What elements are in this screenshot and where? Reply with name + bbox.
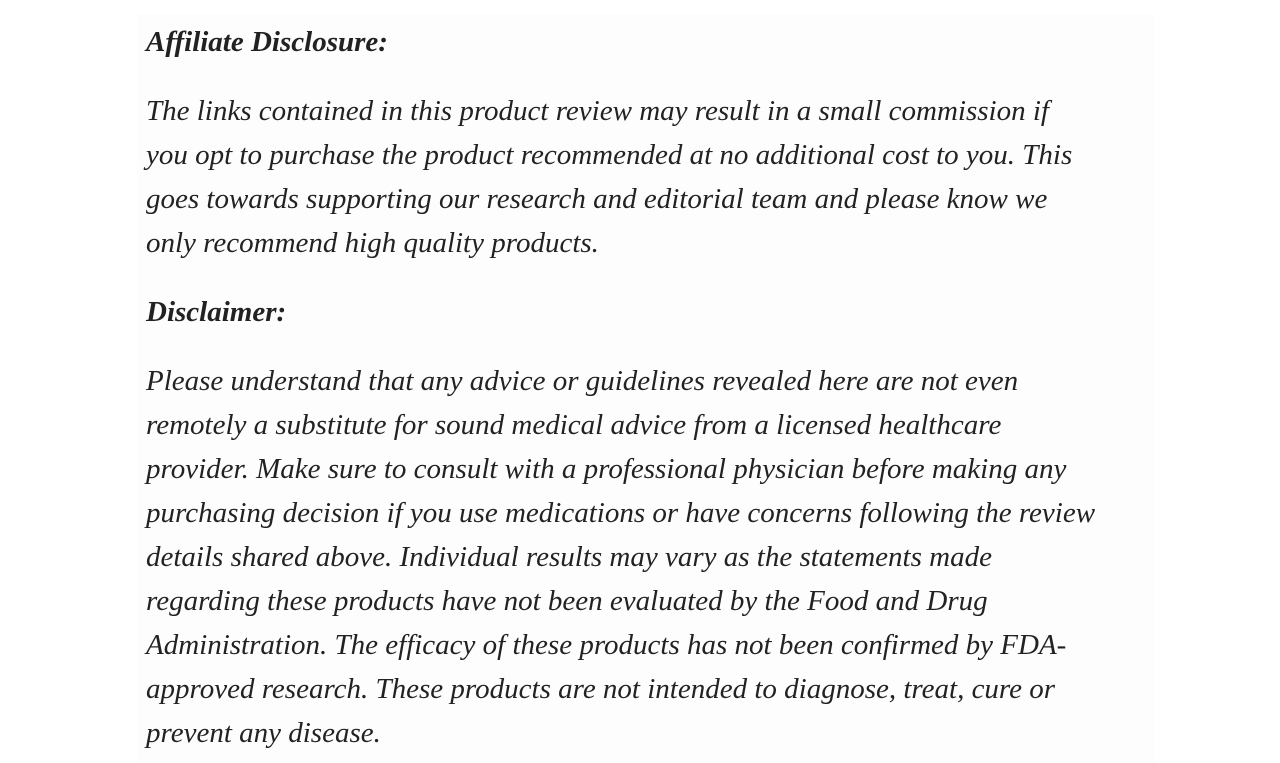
text-line: you opt to purchase the product recommen… bbox=[146, 139, 1073, 171]
text-line: approved research. These products are no… bbox=[146, 673, 1056, 705]
text-line: Administration. The efficacy of these pr… bbox=[146, 629, 1067, 661]
disclaimer-heading: Disclaimer: bbox=[146, 296, 287, 328]
content-panel bbox=[137, 14, 1155, 763]
affiliate-disclosure-heading: Affiliate Disclosure: bbox=[146, 26, 388, 58]
text-line: provider. Make sure to consult with a pr… bbox=[146, 453, 1067, 485]
disclaimer-text: Please understand that any advice or gui… bbox=[146, 359, 1095, 755]
text-line: regarding these products have not been e… bbox=[146, 585, 988, 617]
text-line: Please understand that any advice or gui… bbox=[146, 365, 1019, 397]
text-line: details shared above. Individual results… bbox=[146, 541, 992, 573]
text-line: The links contained in this product revi… bbox=[146, 95, 1049, 127]
text-line: only recommend high quality products. bbox=[146, 227, 599, 259]
text-line: prevent any disease. bbox=[146, 717, 381, 749]
text-line: remotely a substitute for sound medical … bbox=[146, 409, 1002, 441]
affiliate-disclosure-text: The links contained in this product revi… bbox=[146, 89, 1072, 265]
text-line: goes towards supporting our research and… bbox=[146, 183, 1048, 215]
text-line: purchasing decision if you use medicatio… bbox=[146, 497, 1096, 529]
